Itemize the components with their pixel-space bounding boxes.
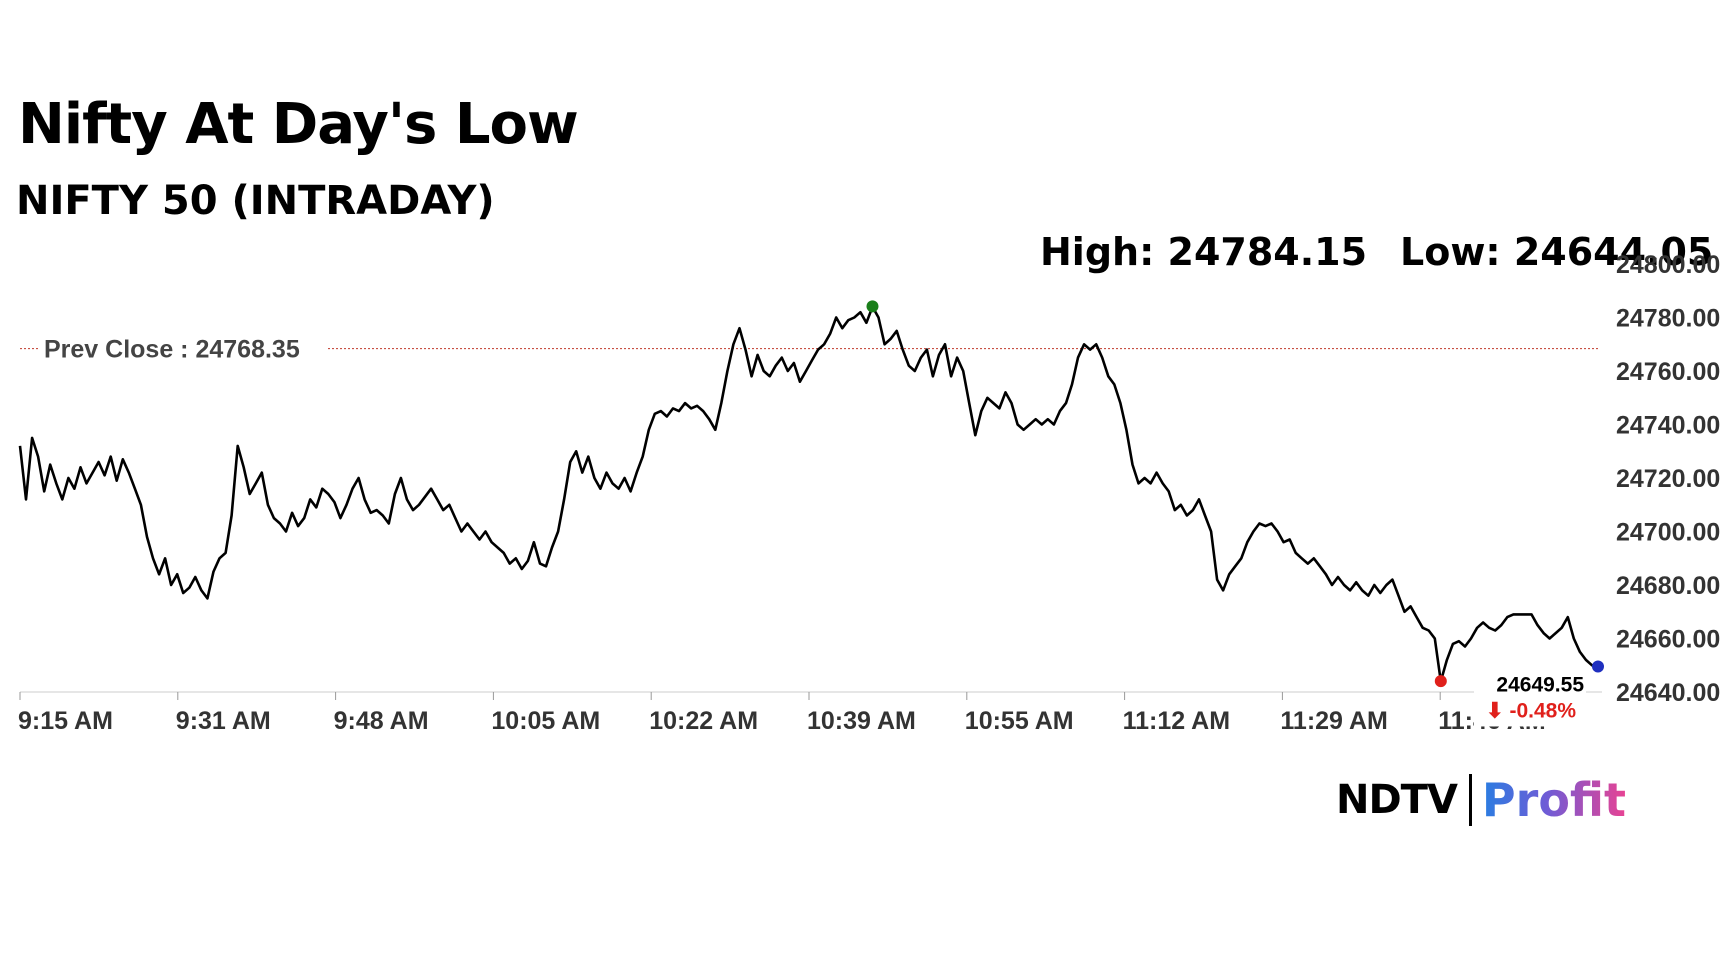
last-price-point — [1592, 660, 1604, 673]
last-price-label-bg — [1474, 670, 1586, 727]
logo-divider — [1468, 774, 1472, 826]
logo-profit-text: Profit — [1481, 773, 1627, 827]
prev-close-label: Prev Close : 24768.35 — [44, 336, 300, 364]
price-series-line — [18, 305, 1599, 683]
x-tick-label: 10:55 AM — [965, 707, 1074, 735]
y-tick-label: 24700.00 — [1616, 519, 1720, 547]
y-tick-label: 24640.00 — [1616, 679, 1720, 707]
y-tick-label: 24680.00 — [1616, 572, 1720, 600]
y-tick-label: 24780.00 — [1616, 305, 1720, 333]
x-tick-label: 11:29 AM — [1280, 707, 1387, 735]
x-tick-label: 10:05 AM — [491, 707, 600, 735]
x-tick-label: 9:15 AM — [18, 707, 113, 735]
change-percent-label: ⬇ -0.48% — [1486, 699, 1576, 722]
day-high-point — [866, 300, 879, 313]
prev-close-label-bg — [38, 331, 328, 366]
y-tick-label: 24660.00 — [1616, 626, 1720, 654]
low-value: Low: 24644.05 — [1400, 230, 1714, 274]
ndtv-profit-logo: NDTV Profit — [1336, 772, 1626, 828]
day-low-point — [1434, 675, 1447, 688]
x-tick-label: 9:31 AM — [176, 707, 271, 735]
high-value: High: 24784.15 — [1040, 230, 1368, 274]
x-tick-label: 10:39 AM — [807, 707, 916, 735]
y-tick-label: 24720.00 — [1616, 465, 1720, 493]
chart-title: Nifty At Day's Low — [18, 92, 579, 157]
x-tick-label: 9:48 AM — [334, 707, 429, 735]
last-price-label: 24649.55 — [1496, 673, 1584, 696]
y-tick-label: 24740.00 — [1616, 412, 1720, 440]
y-tick-label: 24760.00 — [1616, 358, 1720, 386]
chart-subtitle: NIFTY 50 (INTRADAY) — [16, 178, 495, 224]
x-tick-label: 11:12 AM — [1123, 707, 1230, 735]
y-tick-label: 24800.00 — [1616, 251, 1720, 279]
x-tick-label: 10:22 AM — [649, 707, 758, 735]
logo-ndtv-text: NDTV — [1336, 777, 1458, 823]
